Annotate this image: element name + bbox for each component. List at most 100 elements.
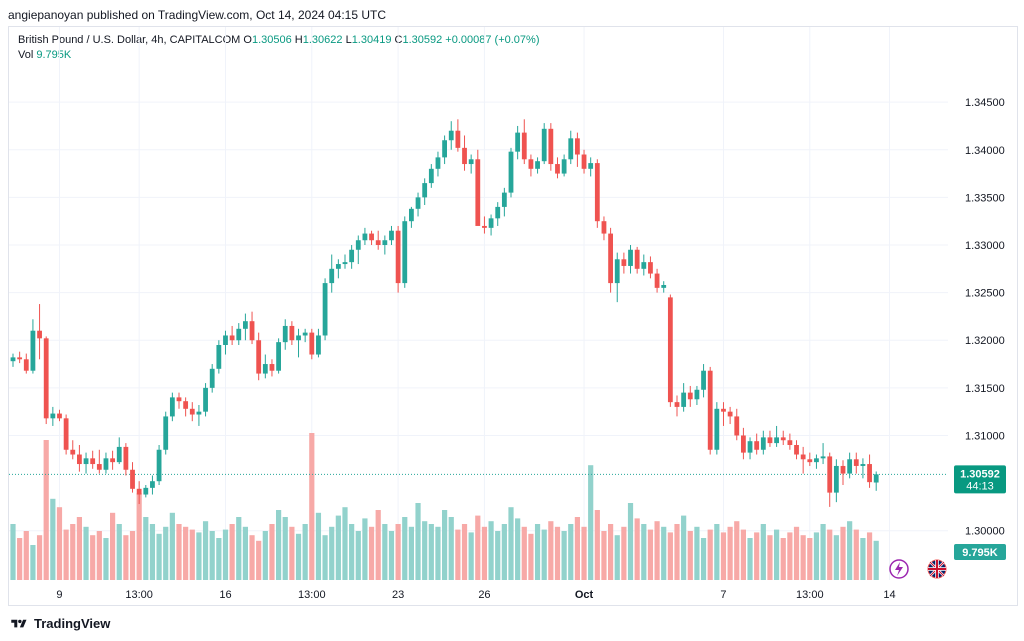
candle-body — [90, 458, 96, 465]
candle-body — [455, 130, 461, 148]
volume-bar — [508, 507, 514, 580]
candle — [243, 313, 248, 341]
chart-frame — [8, 26, 1018, 606]
volume-bar — [847, 521, 853, 580]
candle — [309, 328, 315, 360]
candle-body — [462, 147, 467, 165]
volume-bar — [123, 535, 129, 580]
candle-body — [70, 449, 76, 455]
candle — [521, 119, 527, 165]
candle — [435, 151, 441, 177]
candle-body — [349, 249, 355, 263]
candle — [641, 254, 647, 276]
volume-bar — [282, 517, 288, 580]
candle-body — [555, 164, 560, 174]
volume-bar — [475, 515, 481, 580]
candle — [495, 202, 501, 226]
candle-body — [628, 249, 633, 266]
chart-legend: British Pound / U.S. Dollar, 4h, CAPITAL… — [18, 33, 539, 63]
volume-bar — [827, 529, 833, 580]
candle-body — [17, 357, 23, 360]
volume-bar — [428, 524, 434, 580]
candle — [349, 245, 355, 269]
candle — [77, 445, 82, 472]
candle-body — [800, 454, 806, 460]
candle-body — [130, 469, 135, 489]
volume-bar — [209, 531, 215, 580]
candle-body — [701, 370, 706, 390]
candle — [209, 364, 215, 393]
event-icons — [889, 559, 947, 579]
symbol-title[interactable]: British Pound / U.S. Dollar, 4h, CAPITAL… — [18, 34, 241, 46]
volume-bar — [90, 535, 96, 580]
legend-volume-row: Vol 9.795K — [18, 48, 539, 63]
volume-series — [10, 433, 879, 580]
volume-bar — [375, 510, 381, 580]
uk-flag-cross-red — [928, 560, 946, 578]
candle — [541, 123, 547, 165]
candle — [163, 411, 169, 455]
volume-bar — [647, 529, 654, 580]
volume-bar — [641, 524, 647, 580]
candle-body — [10, 357, 16, 362]
volume-bar — [448, 517, 454, 580]
candle-body — [123, 446, 129, 470]
volume-bar — [621, 526, 627, 580]
candle — [428, 164, 434, 188]
candle-body — [581, 154, 587, 169]
candle — [196, 405, 202, 426]
x-axis: 9 13:00 16 13:00 23 26 Oct 7 13:00 14 — [56, 589, 895, 601]
candle-body — [820, 456, 826, 459]
volume-bar — [461, 524, 468, 580]
candle — [362, 227, 368, 245]
candle-body — [322, 283, 328, 336]
volume-bar — [322, 535, 328, 580]
footer-brand[interactable]: TradingView — [10, 616, 110, 631]
candle-body — [448, 130, 454, 141]
candle-body — [661, 285, 667, 288]
volume-bar — [800, 535, 806, 580]
candle-body — [389, 230, 394, 241]
candle-body — [196, 411, 202, 415]
volume-bar — [468, 532, 474, 580]
candle — [156, 445, 162, 485]
candle — [116, 437, 122, 465]
volume-bar — [700, 538, 707, 580]
candle — [203, 383, 208, 417]
candle — [402, 216, 408, 288]
volume-bar — [256, 540, 262, 580]
volume-bar — [747, 538, 753, 580]
legend-low: L1.30419 — [345, 34, 392, 46]
volume-bar — [202, 521, 209, 580]
candle — [83, 452, 89, 474]
x-tick-label: 13:00 — [125, 589, 153, 601]
candle-body — [150, 481, 155, 488]
candle-body — [495, 206, 501, 219]
candle — [694, 385, 700, 405]
candle — [302, 328, 308, 343]
candle — [468, 154, 474, 174]
candle-body — [428, 168, 434, 184]
candle — [282, 319, 288, 350]
candle — [57, 409, 62, 422]
candle — [588, 157, 594, 177]
uk-flag-event-icon[interactable] — [927, 559, 947, 579]
volume-bar — [534, 524, 541, 580]
volume-bar — [143, 517, 149, 580]
candle — [262, 354, 268, 379]
candle — [269, 359, 275, 377]
candle-body — [110, 458, 115, 463]
volume-bar — [707, 529, 713, 580]
volume-bar — [96, 531, 102, 580]
volume-bar — [43, 440, 49, 580]
candle — [176, 392, 182, 409]
candle-body — [794, 445, 799, 455]
x-tick-label: 9 — [56, 589, 62, 601]
candle — [382, 235, 388, 255]
candle — [23, 353, 29, 374]
volume-bar — [727, 526, 733, 580]
candle — [827, 452, 833, 507]
candle-body — [787, 440, 793, 445]
lightning-event-icon[interactable] — [889, 559, 909, 579]
